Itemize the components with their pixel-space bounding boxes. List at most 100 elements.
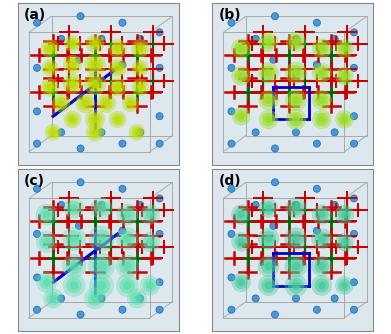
Circle shape [109,40,127,57]
Circle shape [87,76,103,92]
Circle shape [237,211,245,218]
Circle shape [111,114,124,126]
Circle shape [114,84,121,91]
Circle shape [119,231,135,246]
Circle shape [262,113,275,126]
Circle shape [292,96,300,104]
Circle shape [102,100,110,107]
Circle shape [285,90,307,111]
Circle shape [235,110,248,123]
Circle shape [331,201,338,208]
Circle shape [69,116,76,123]
Circle shape [265,204,272,212]
Circle shape [261,259,276,274]
Circle shape [67,201,81,215]
Circle shape [335,40,353,57]
Circle shape [313,140,321,147]
Circle shape [234,276,248,289]
Circle shape [116,255,138,278]
Circle shape [96,261,107,271]
Circle shape [315,41,329,55]
Circle shape [341,45,348,52]
Circle shape [228,230,235,237]
Circle shape [350,195,357,202]
Circle shape [66,230,83,247]
Circle shape [81,100,89,107]
Circle shape [70,234,79,243]
Circle shape [289,112,303,127]
Circle shape [228,19,235,26]
Circle shape [69,61,76,68]
Circle shape [264,262,273,270]
Circle shape [47,64,53,71]
Circle shape [43,238,51,246]
Circle shape [232,107,250,125]
Circle shape [98,129,105,136]
Circle shape [228,185,235,192]
Circle shape [331,129,338,136]
Circle shape [338,42,351,55]
Circle shape [114,45,121,52]
Circle shape [137,35,144,42]
Circle shape [111,61,124,74]
Circle shape [41,78,59,96]
Circle shape [89,226,114,251]
Circle shape [119,306,126,313]
Circle shape [132,60,148,76]
Circle shape [337,208,351,221]
Circle shape [70,262,79,271]
Circle shape [312,229,332,249]
Circle shape [137,45,144,52]
Circle shape [63,255,86,278]
Circle shape [265,38,272,46]
Circle shape [36,231,57,253]
Circle shape [77,145,84,152]
Circle shape [258,276,278,296]
Circle shape [258,256,279,277]
Circle shape [238,113,245,120]
Text: (c): (c) [24,174,45,188]
Circle shape [135,62,146,73]
Circle shape [261,65,276,80]
Circle shape [156,113,163,120]
Circle shape [292,234,300,243]
Circle shape [146,282,154,289]
Circle shape [314,259,329,273]
Circle shape [57,295,65,302]
Circle shape [315,93,329,107]
Circle shape [119,227,126,234]
Circle shape [69,80,76,88]
Circle shape [36,204,57,225]
Circle shape [91,129,99,136]
Circle shape [77,311,84,318]
Circle shape [89,253,115,279]
Circle shape [335,205,354,224]
Circle shape [289,35,303,49]
Circle shape [228,140,235,147]
Circle shape [67,38,78,49]
Circle shape [34,108,41,115]
Text: (d): (d) [219,174,241,188]
Circle shape [232,66,251,85]
Circle shape [318,211,326,218]
Circle shape [237,238,245,246]
Circle shape [264,234,273,243]
Circle shape [39,234,54,249]
Circle shape [262,93,276,107]
Circle shape [143,235,157,249]
Circle shape [313,185,321,192]
Circle shape [117,275,138,297]
Circle shape [258,228,279,249]
Circle shape [77,179,84,186]
Circle shape [341,238,348,245]
Circle shape [262,35,275,49]
Circle shape [156,279,163,286]
Circle shape [46,292,60,305]
Circle shape [335,67,353,85]
Circle shape [91,198,112,218]
Circle shape [134,81,146,93]
Circle shape [45,124,61,140]
Circle shape [234,69,248,82]
Circle shape [137,201,144,208]
Circle shape [120,207,135,222]
